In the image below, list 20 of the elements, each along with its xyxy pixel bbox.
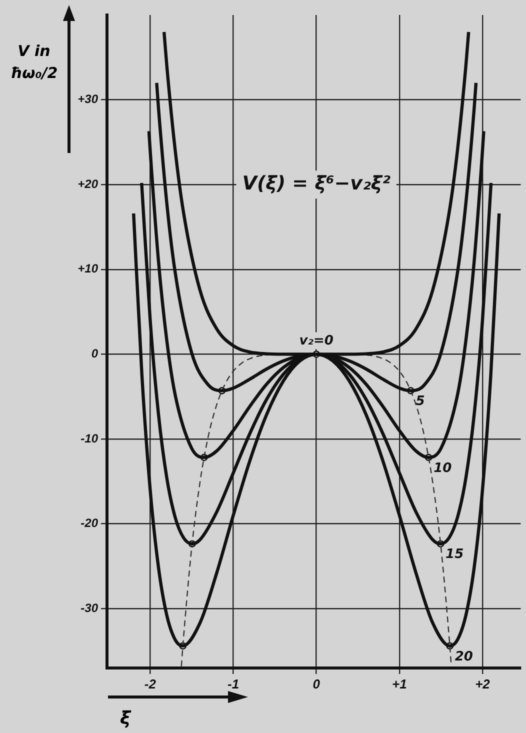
annotation: 5 [416,394,425,410]
y-tick-label: 0 [91,346,98,361]
annotation: 20 [454,649,473,664]
y-tick-label: +10 [78,262,98,276]
x-tick-label: -2 [144,676,157,692]
x-axis-title: ξ [120,708,131,729]
annotation: V(ξ) = ξ⁶−v₂ξ² [242,172,392,195]
y-tick-label: -10 [80,431,98,446]
x-tick-label: -1 [227,676,240,692]
annotation: 15 [446,547,464,562]
y-tick-label: -30 [80,600,98,615]
y-tick-label: -20 [80,516,98,530]
y-axis-title: V in ħω₀/2 [9,41,59,84]
annotation: 10 [434,460,452,476]
x-tick-label: 0 [312,676,321,692]
y-tick-label: +20 [78,176,98,191]
x-tick-label: +2 [475,676,491,692]
annotation: v₂=0 [299,334,334,349]
y-tick-label: +30 [78,92,98,106]
x-tick-label: +1 [392,676,407,692]
